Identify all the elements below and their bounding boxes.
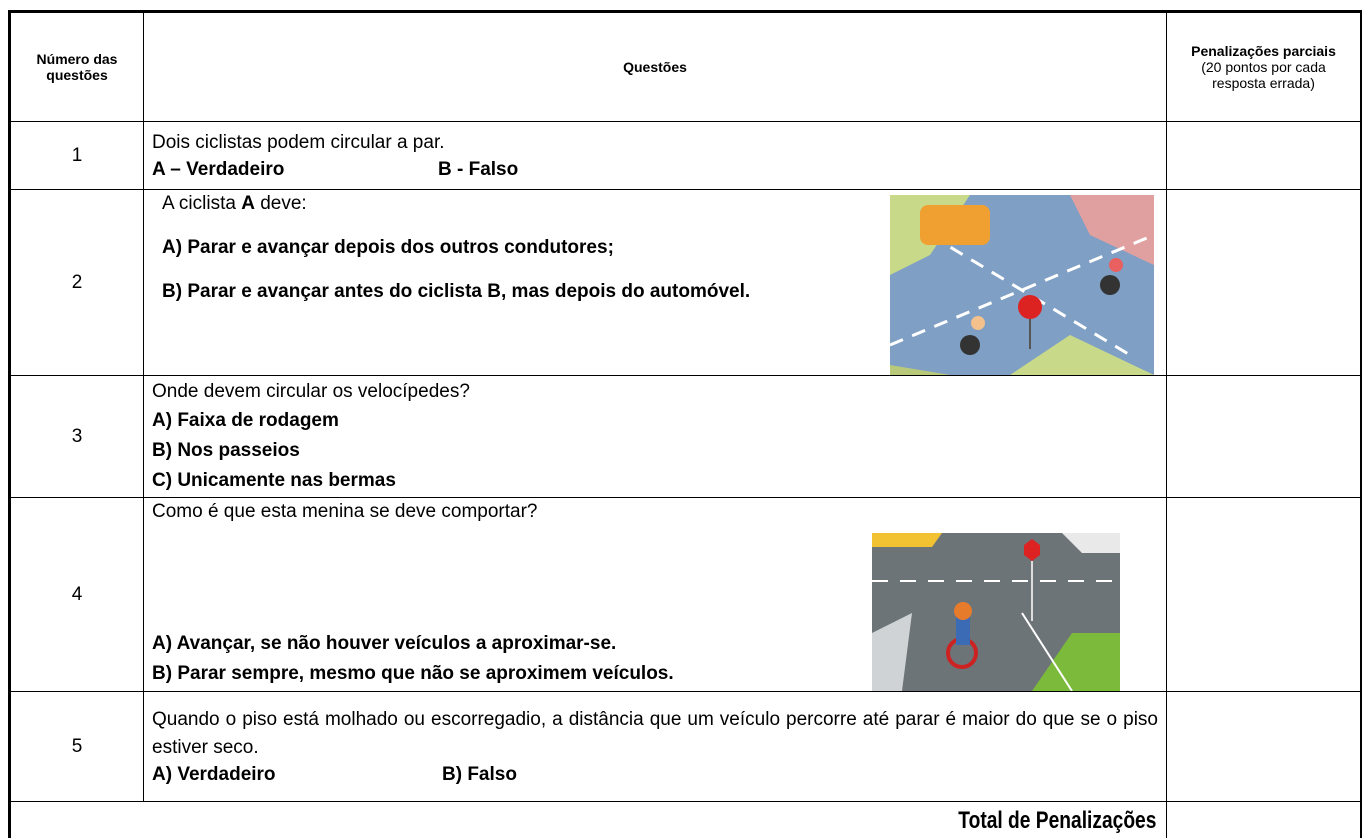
option: B) Falso: [442, 763, 517, 785]
question-cell: Onde devem circular os velocípedes? A) F…: [143, 375, 1167, 498]
penalty-cell: [1166, 691, 1362, 802]
question-text: Como é que esta menina se deve comportar…: [152, 500, 538, 522]
option: A) Avançar, se não houver veículos a apr…: [152, 632, 617, 654]
penalty-total-cell: [1166, 801, 1362, 838]
illustration: [872, 532, 1120, 691]
row-number: 4: [9, 497, 144, 692]
total-cell: Total de Penalizações: [9, 801, 1167, 838]
row-number: 3: [9, 375, 144, 498]
header-cell: Penalizações parciais (20 pontos por cada…: [1166, 11, 1362, 122]
question-table: Número das questões Questões Penalizaçõe…: [8, 10, 1362, 838]
question-cell: Dois ciclistas podem circular a par. A –…: [143, 121, 1167, 190]
option: B) Nos passeios: [152, 439, 300, 461]
document: Número das questões Questões Penalizaçõe…: [8, 10, 1362, 838]
row-number: 2: [9, 189, 144, 376]
question-cell: Quando o piso está molhado ou escorregad…: [143, 691, 1167, 802]
option: A) Parar e avançar depois dos outros con…: [162, 236, 614, 258]
option: B - Falso: [438, 158, 519, 180]
question-text: deve:: [254, 192, 307, 214]
question-text: A: [241, 192, 255, 214]
option: A) Verdadeiro: [152, 763, 276, 785]
question-text: Dois ciclistas podem circular a par.: [152, 131, 445, 153]
question-cell: Como é que esta menina se deve comportar…: [143, 497, 1167, 692]
header-question: Questões: [143, 11, 1167, 122]
option: B) Parar e avançar antes do ciclista B, …: [162, 280, 751, 302]
question-text: A ciclista: [162, 192, 242, 214]
penalty-cell: [1166, 497, 1362, 692]
question-text: Quando o piso está molhado ou escorregad…: [152, 708, 1158, 758]
row-number: 1: [9, 121, 144, 190]
option: B) Parar sempre, mesmo que não se aproxi…: [152, 662, 674, 684]
total-label: Total de Penalizações: [958, 807, 1157, 834]
option: A) Faixa de rodagem: [152, 409, 339, 431]
header-penalty-note: (20 pontos por cada resposta errada): [1201, 59, 1326, 91]
penalty-cell: [1166, 121, 1362, 190]
option: A – Verdadeiro: [152, 158, 285, 180]
option: C) Unicamente nas bermas: [152, 469, 396, 491]
illustration: [890, 194, 1154, 375]
penalty-cell: [1166, 189, 1362, 376]
penalty-cell: [1166, 375, 1362, 498]
header-number: Número das questões: [36, 51, 118, 83]
question-cell: A ciclista A deve: A) Parar e avançar de…: [143, 189, 1167, 376]
header-cell: Número das questões: [9, 11, 144, 122]
header-penalty: Penalizações parciais: [1191, 43, 1336, 59]
row-number: 5: [9, 691, 144, 802]
question-text: Onde devem circular os velocípedes?: [152, 380, 470, 402]
